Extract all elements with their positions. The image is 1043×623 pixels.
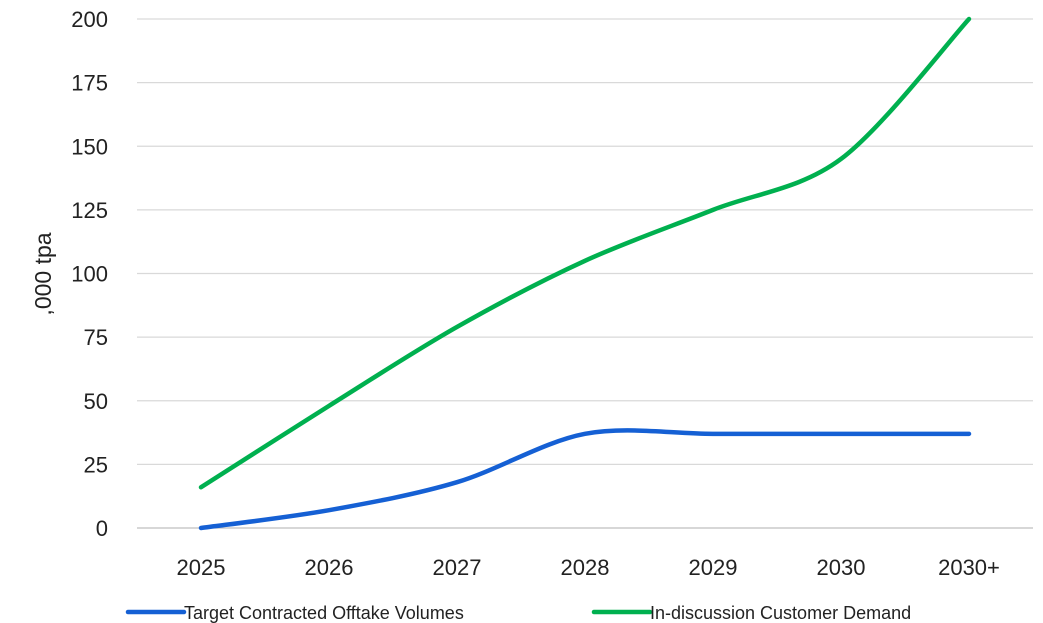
y-axis-ticks: 0 25 50 75 100 125 150 175 200 xyxy=(71,7,108,541)
x-tick-label: 2027 xyxy=(433,555,482,580)
y-tick-label: 175 xyxy=(71,71,108,96)
y-tick-label: 0 xyxy=(96,516,108,541)
y-tick-label: 75 xyxy=(84,325,108,350)
y-tick-label: 100 xyxy=(71,262,108,287)
x-tick-label: 2028 xyxy=(561,555,610,580)
x-tick-label: 2030+ xyxy=(938,555,1000,580)
x-tick-label: 2030 xyxy=(817,555,866,580)
x-tick-label: 2025 xyxy=(177,555,226,580)
x-tick-label: 2026 xyxy=(305,555,354,580)
y-axis-title: ,000 tpa xyxy=(30,232,56,315)
x-axis-ticks: 2025 2026 2027 2028 2029 2030 2030+ xyxy=(177,555,1000,580)
series-lines xyxy=(198,16,972,531)
y-tick-label: 200 xyxy=(71,7,108,32)
y-tick-label: 25 xyxy=(84,452,108,477)
gridlines xyxy=(137,18,1033,529)
legend-label: In-discussion Customer Demand xyxy=(650,603,911,623)
series-line-0 xyxy=(198,428,972,531)
series-line-1 xyxy=(198,16,972,490)
legend: Target Contracted Offtake Volumes In-disc… xyxy=(125,603,911,623)
x-tick-label: 2029 xyxy=(689,555,738,580)
y-tick-label: 125 xyxy=(71,198,108,223)
legend-label: Target Contracted Offtake Volumes xyxy=(184,603,464,623)
y-tick-label: 50 xyxy=(84,389,108,414)
y-tick-label: 150 xyxy=(71,134,108,159)
